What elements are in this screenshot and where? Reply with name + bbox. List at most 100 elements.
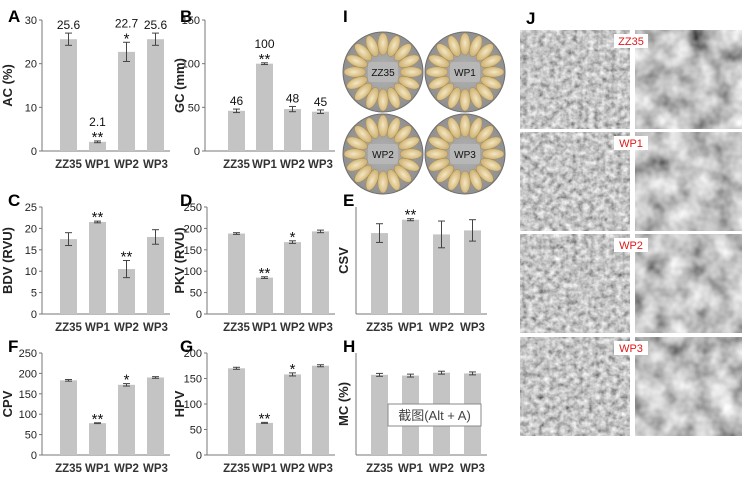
y-tick-label: 10 (25, 102, 37, 114)
x-tick-label: WP2 (280, 322, 305, 334)
error-bar (261, 276, 268, 279)
bar (147, 377, 164, 455)
y-tick-label: 250 (19, 348, 37, 360)
y-tick-label: 100 (184, 399, 202, 411)
bar (118, 51, 135, 152)
x-tick-label: WP1 (398, 463, 424, 475)
y-tick-label: 50 (190, 288, 202, 300)
error-bar (317, 229, 324, 234)
data-label: 2.1 (89, 115, 106, 129)
x-tick-label: ZZ35 (223, 159, 250, 171)
rice-grain (377, 32, 389, 56)
panel-letter: G (180, 337, 193, 356)
error-bar (233, 232, 240, 235)
sem-row-wp1: WP1 (520, 132, 742, 231)
rice-grain (469, 87, 483, 109)
error-bar (261, 421, 268, 424)
error-bar (65, 379, 72, 382)
data-label: 22.7 (115, 16, 139, 30)
rice-grain (480, 76, 502, 90)
rice-grain (469, 35, 483, 57)
bar (147, 39, 164, 151)
error-bar (469, 219, 476, 242)
dish-label: ZZ35 (371, 68, 395, 79)
panel-letter: B (180, 7, 192, 26)
bar (256, 277, 273, 314)
significance-marker: * (290, 361, 296, 378)
error-bar (289, 372, 296, 377)
rice-grain (475, 164, 494, 183)
error-bar (289, 105, 296, 113)
significance-marker: ** (92, 411, 104, 428)
x-tick-label: ZZ35 (55, 322, 82, 334)
significance-marker: ** (92, 129, 104, 146)
x-tick-label: WP1 (252, 463, 278, 475)
rice-grain (425, 66, 449, 78)
sem-row-wp2: WP2 (520, 234, 742, 333)
x-tick-label: WP1 (252, 322, 278, 334)
rice-grain (481, 148, 505, 160)
y-tick-label: 150 (184, 374, 202, 386)
bar (284, 242, 301, 314)
error-bar (438, 370, 445, 375)
rice-grain (428, 158, 450, 172)
rice-grain (459, 170, 471, 194)
x-tick-label: WP2 (280, 159, 305, 171)
x-tick-label: WP3 (308, 159, 333, 171)
y-tick-label: 200 (184, 348, 202, 360)
rice-grain (480, 136, 502, 150)
y-tick-label: 5 (31, 288, 37, 300)
sem-image-low-mag (520, 30, 630, 129)
error-bar (438, 220, 445, 249)
dish-label: WP3 (454, 150, 476, 161)
rice-grain (428, 76, 450, 90)
grain-photo-panel: I ZZ35 WP1 WP2 WP3 (342, 7, 506, 195)
rice-grain (475, 43, 494, 62)
y-tick-label: 100 (19, 409, 37, 421)
bar (312, 231, 329, 314)
sem-image-high-mag (635, 30, 742, 129)
rice-grain (459, 88, 471, 112)
error-bar (65, 232, 72, 247)
error-bar (469, 371, 476, 376)
x-tick-label: WP2 (114, 463, 139, 475)
data-label: 48 (286, 91, 300, 105)
rice-grain (365, 169, 379, 191)
screenshot-hint-overlay: 截图(Alt + A) (387, 403, 482, 427)
rice-grain (387, 87, 401, 109)
x-tick-label: WP1 (398, 322, 424, 334)
bar (60, 39, 77, 151)
screenshot-hint-text: 截图(Alt + A) (398, 408, 471, 423)
x-tick-label: ZZ35 (366, 463, 393, 475)
significance-marker: ** (92, 209, 104, 226)
rice-grain (425, 148, 449, 160)
rice-grain (354, 125, 373, 144)
y-tick-label: 50 (188, 102, 200, 114)
rice-grain (459, 32, 471, 56)
sem-sample-label: WP1 (619, 138, 643, 150)
error-bar (152, 229, 159, 245)
significance-marker: * (290, 229, 296, 246)
bar (371, 233, 388, 314)
rice-grain (481, 66, 505, 78)
y-tick-label: 200 (19, 368, 37, 380)
y-tick-label: 0 (31, 146, 37, 158)
y-tick-label: 100 (182, 59, 200, 71)
error-bar (407, 218, 414, 222)
significance-marker: ** (259, 265, 271, 282)
bar (402, 219, 419, 314)
x-tick-label: WP2 (280, 463, 305, 475)
x-tick-label: ZZ35 (55, 159, 82, 171)
bar (118, 384, 135, 455)
error-bar (289, 240, 296, 244)
error-bar (94, 422, 101, 425)
y-tick-label: 150 (182, 15, 200, 27)
error-bar (65, 32, 72, 46)
y-tick-label: 250 (184, 202, 202, 214)
rice-grain (447, 169, 461, 191)
error-bar (317, 109, 324, 114)
bar (60, 239, 77, 314)
error-bar (94, 220, 101, 224)
panel-letter-i: I (343, 7, 348, 26)
y-tick-label: 15 (25, 245, 37, 257)
